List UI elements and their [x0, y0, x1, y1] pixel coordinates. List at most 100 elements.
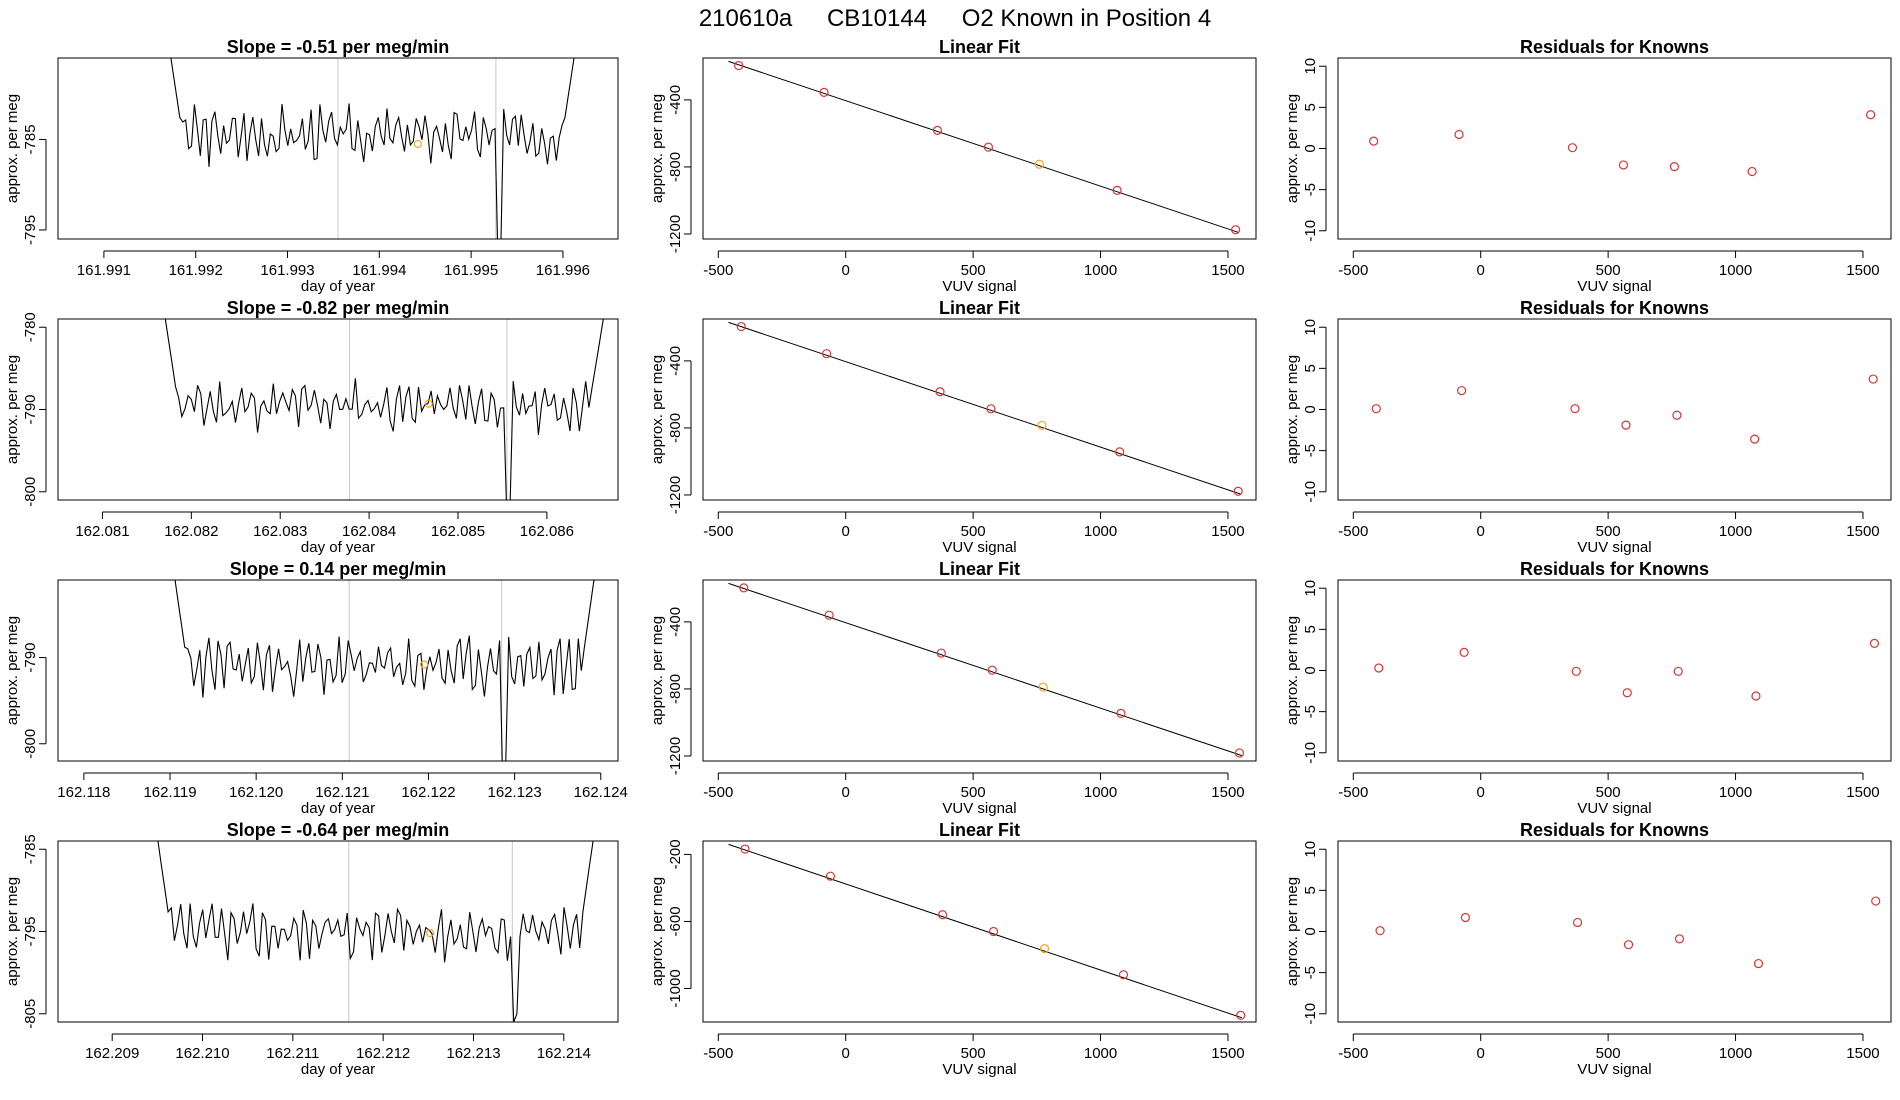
data-point: [824, 610, 834, 620]
series-trace: [157, 841, 594, 1022]
x-tick-label: 161.995: [444, 262, 498, 279]
y-tick-label: 10: [1302, 841, 1319, 858]
x-tick-label: 0: [1477, 523, 1485, 540]
data-point: [1375, 926, 1385, 936]
fit-line: [728, 843, 1243, 1019]
panel-r3-c2: Linear Fit VUV signal approx. per meg -500 0…: [649, 559, 1257, 817]
data-point: [983, 142, 994, 152]
x-tick-label: 162.085: [431, 523, 485, 540]
x-tick-label: 162.120: [229, 784, 283, 801]
y-tick-label: -600: [667, 906, 684, 936]
x-tick-label: 500: [961, 1045, 986, 1062]
x-tick-label: 0: [842, 262, 850, 279]
x-tick-label: 162.118: [57, 784, 110, 801]
y-axis-label: approx. per meg: [1284, 616, 1301, 725]
y-axis-label: approx. per meg: [4, 616, 21, 725]
data-point: [1672, 410, 1682, 420]
y-axis-label: approx. per meg: [1284, 94, 1301, 203]
plot-area: [1371, 374, 1878, 444]
y-tick-label: -400: [667, 607, 684, 637]
panel-r2-c1: Slope = -0.82 per meg/min day of year appr…: [4, 298, 619, 556]
plot-frame: [702, 579, 1257, 762]
y-tick-label: -5: [1302, 705, 1319, 718]
highlight-point: [426, 929, 435, 938]
x-tick-label: 162.119: [143, 784, 196, 801]
y-tick-label: 0: [1302, 666, 1319, 674]
y-axis-label: approx. per meg: [649, 94, 666, 203]
data-point: [1869, 638, 1880, 648]
x-tick-label: -500: [703, 262, 733, 279]
x-tick-label: 1000: [1084, 784, 1117, 801]
data-point: [819, 87, 829, 97]
fit-line: [728, 321, 1241, 495]
panel-r2-c2: Linear Fit VUV signal approx. per meg -500 0…: [649, 298, 1257, 556]
data-point: [1454, 129, 1464, 140]
data-point: [987, 665, 997, 675]
data-point: [1115, 447, 1125, 457]
x-tick-label: 1000: [1719, 523, 1752, 540]
panel-title: Linear Fit: [939, 298, 1020, 318]
x-tick-label: 1500: [1211, 523, 1244, 540]
y-tick-label: -5: [1302, 444, 1319, 457]
data-point: [1231, 225, 1241, 235]
y-tick-label: -10: [1302, 1003, 1319, 1025]
x-tick-label: 500: [961, 523, 986, 540]
plot-area: [728, 321, 1243, 496]
x-tick-label: 161.994: [352, 262, 406, 279]
y-axis-label: approx. per meg: [649, 355, 666, 464]
x-axis-label: VUV signal: [942, 1061, 1016, 1078]
suptitle-description: O2 Known in Position 4: [962, 5, 1211, 32]
panel-title: Linear Fit: [939, 820, 1020, 840]
data-point: [1868, 374, 1878, 384]
data-point: [986, 404, 996, 414]
data-point: [1866, 110, 1876, 120]
x-tick-label: 1000: [1084, 262, 1117, 279]
panel-title: Residuals for Knowns: [1520, 298, 1709, 318]
panel-title: Slope = 0.14 per meg/min: [230, 559, 447, 579]
x-tick-label: 162.212: [356, 1045, 410, 1062]
x-tick-label: -500: [1338, 523, 1368, 540]
data-point: [1374, 663, 1384, 673]
plot-frame: [1337, 318, 1892, 501]
data-point: [1570, 404, 1580, 414]
y-tick-label: -785: [22, 834, 39, 864]
x-tick-label: -500: [703, 1045, 733, 1062]
panel-title: Slope = -0.64 per meg/min: [227, 820, 450, 840]
data-point: [1673, 666, 1683, 676]
figure-suptitle: 210610a CB10144 O2 Known in Position 4: [699, 5, 1211, 32]
y-tick-label: -400: [667, 346, 684, 376]
x-tick-label: 1500: [1846, 784, 1879, 801]
x-tick-label: 500: [1596, 523, 1621, 540]
y-tick-label: 0: [1302, 144, 1319, 152]
x-tick-label: 1500: [1846, 262, 1879, 279]
x-tick-label: 1500: [1211, 262, 1244, 279]
y-tick-label: 5: [1302, 625, 1319, 633]
x-tick-label: 1000: [1084, 523, 1117, 540]
y-axis-label: approx. per meg: [649, 616, 666, 725]
data-point: [736, 321, 746, 332]
y-tick-label: -800: [667, 413, 684, 443]
data-point: [1571, 666, 1581, 676]
x-tick-label: 0: [842, 784, 850, 801]
y-tick-label: 10: [1302, 319, 1319, 336]
y-tick-label: -790: [22, 394, 39, 424]
x-tick-label: 1000: [1719, 784, 1752, 801]
panel-title: Residuals for Knowns: [1520, 37, 1709, 57]
y-tick-label: -800: [667, 152, 684, 182]
panel-r2-c3: Residuals for Knowns VUV signal approx. pe…: [1284, 298, 1892, 556]
x-tick-label: 161.993: [260, 262, 314, 279]
plot-frame: [57, 579, 619, 762]
plot-frame: [57, 840, 619, 1023]
x-tick-label: 162.211: [266, 1045, 319, 1062]
y-tick-label: -785: [22, 124, 39, 154]
data-point: [932, 125, 943, 135]
data-point: [734, 60, 744, 71]
panel-r4-c1: Slope = -0.64 per meg/min day of year appr…: [4, 820, 619, 1078]
plot-frame: [57, 318, 619, 501]
data-point: [1236, 1010, 1246, 1020]
x-tick-label: 1000: [1084, 1045, 1117, 1062]
data-point: [1871, 896, 1881, 906]
highlight-point: [424, 399, 433, 408]
suptitle-run-id: 210610a: [699, 5, 793, 32]
